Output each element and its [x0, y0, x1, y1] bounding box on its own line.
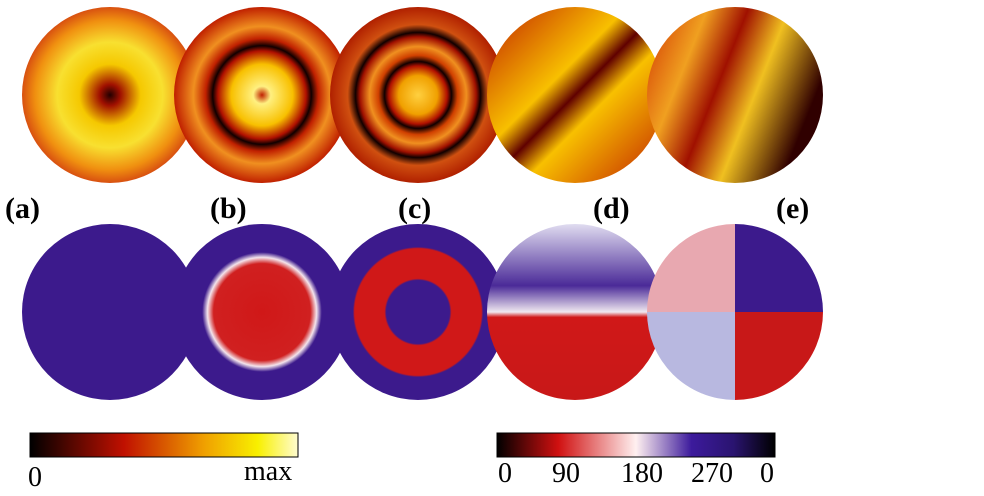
colorbar-tick: 180: [621, 458, 663, 489]
colorbar-tick: 0: [760, 458, 774, 489]
panel-label: (b): [210, 192, 247, 225]
intensity-b: [174, 7, 350, 183]
panel-label: (e): [776, 192, 809, 225]
phase-d: [487, 224, 663, 400]
colorbar: [496, 432, 776, 458]
colorbar-tick: 0: [498, 458, 512, 489]
panel-label: (a): [5, 192, 40, 225]
panel-label: (c): [398, 192, 431, 225]
colorbar-tick: 270: [691, 458, 733, 489]
panel-label: (d): [593, 192, 630, 225]
intensity-a: [22, 7, 198, 183]
phase-e: [647, 224, 823, 400]
intensity-d: [487, 7, 663, 183]
colorbar-tick: max: [244, 456, 292, 487]
phase-a: [22, 224, 198, 400]
colorbar-intensity: 0 max: [28, 432, 299, 493]
colorbar: [29, 432, 299, 458]
colorbar-phase: 0 90 180 270 0: [496, 432, 776, 489]
phase-row: [22, 224, 823, 400]
phase-c: [330, 224, 506, 400]
intensity-e: [647, 7, 823, 183]
intensity-row: [22, 7, 823, 183]
colorbar-tick: 90: [552, 458, 580, 489]
colorbar-tick: 0: [28, 462, 42, 493]
panel-labels: (a) (b) (c) (d) (e): [5, 192, 809, 225]
phase-b: [174, 224, 350, 400]
intensity-c: [330, 7, 506, 183]
